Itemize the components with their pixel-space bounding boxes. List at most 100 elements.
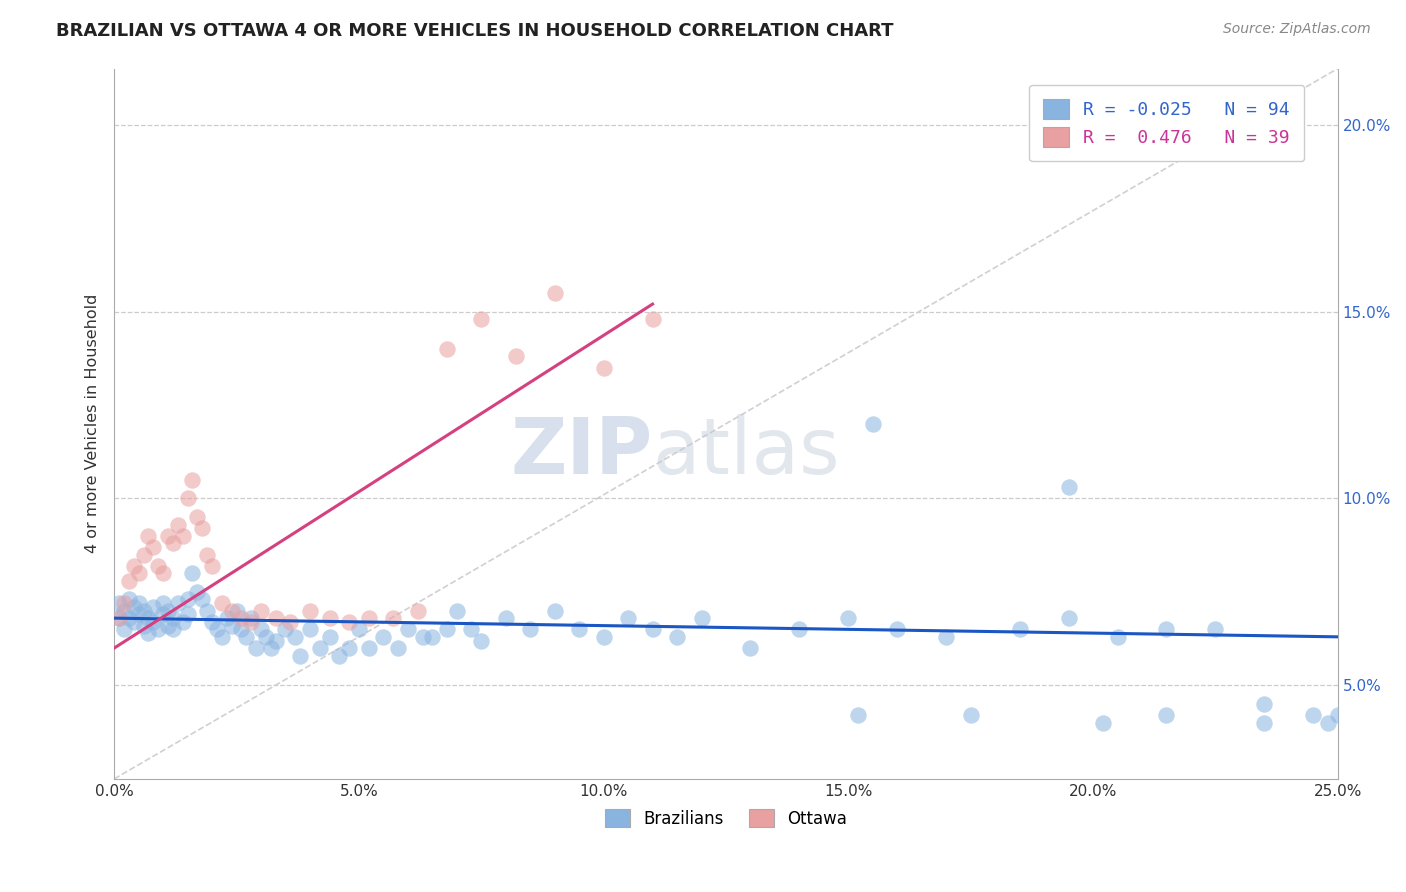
Point bbox=[382, 611, 405, 625]
Point bbox=[186, 585, 208, 599]
Point bbox=[162, 623, 184, 637]
Point bbox=[420, 630, 443, 644]
Point bbox=[592, 360, 614, 375]
Point bbox=[617, 611, 640, 625]
Point bbox=[176, 607, 198, 622]
Point bbox=[142, 599, 165, 614]
Point bbox=[250, 623, 273, 637]
Point bbox=[138, 611, 160, 625]
Point bbox=[260, 641, 283, 656]
Point bbox=[142, 540, 165, 554]
Point bbox=[122, 599, 145, 614]
Point bbox=[108, 611, 131, 625]
Point bbox=[152, 596, 174, 610]
Point bbox=[245, 641, 267, 656]
Point bbox=[132, 618, 155, 632]
Point bbox=[568, 623, 591, 637]
Point bbox=[641, 623, 664, 637]
Point bbox=[157, 529, 180, 543]
Point bbox=[470, 633, 492, 648]
Point bbox=[152, 607, 174, 622]
Point bbox=[138, 529, 160, 543]
Point bbox=[118, 574, 141, 588]
Point bbox=[460, 623, 482, 637]
Point bbox=[935, 630, 957, 644]
Point bbox=[1204, 623, 1226, 637]
Point bbox=[544, 604, 567, 618]
Point bbox=[240, 615, 263, 629]
Point bbox=[347, 623, 370, 637]
Point bbox=[132, 604, 155, 618]
Text: atlas: atlas bbox=[652, 414, 839, 490]
Text: ZIP: ZIP bbox=[510, 414, 652, 490]
Point bbox=[231, 611, 253, 625]
Point bbox=[215, 611, 238, 625]
Point bbox=[264, 611, 287, 625]
Point bbox=[112, 596, 135, 610]
Point bbox=[1156, 623, 1178, 637]
Point bbox=[205, 623, 228, 637]
Point bbox=[148, 623, 170, 637]
Point bbox=[122, 615, 145, 629]
Point bbox=[195, 604, 218, 618]
Point bbox=[201, 615, 224, 629]
Point bbox=[284, 630, 307, 644]
Point bbox=[1326, 708, 1348, 723]
Y-axis label: 4 or more Vehicles in Household: 4 or more Vehicles in Household bbox=[86, 294, 100, 553]
Point bbox=[122, 558, 145, 573]
Point bbox=[231, 623, 253, 637]
Point bbox=[495, 611, 517, 625]
Point bbox=[436, 623, 458, 637]
Point bbox=[118, 592, 141, 607]
Point bbox=[387, 641, 409, 656]
Point bbox=[108, 611, 131, 625]
Point bbox=[1253, 715, 1275, 730]
Point bbox=[235, 630, 257, 644]
Point bbox=[519, 623, 541, 637]
Point bbox=[172, 615, 194, 629]
Point bbox=[373, 630, 395, 644]
Point bbox=[1253, 697, 1275, 711]
Point bbox=[157, 618, 180, 632]
Point bbox=[446, 604, 468, 618]
Point bbox=[166, 596, 188, 610]
Point bbox=[211, 596, 233, 610]
Point bbox=[280, 615, 302, 629]
Point bbox=[318, 611, 340, 625]
Point bbox=[690, 611, 713, 625]
Point bbox=[191, 592, 214, 607]
Point bbox=[172, 529, 194, 543]
Point bbox=[118, 611, 141, 625]
Point bbox=[470, 312, 492, 326]
Text: Source: ZipAtlas.com: Source: ZipAtlas.com bbox=[1223, 22, 1371, 37]
Point bbox=[195, 548, 218, 562]
Point bbox=[308, 641, 330, 656]
Point bbox=[740, 641, 762, 656]
Point bbox=[176, 592, 198, 607]
Point bbox=[128, 566, 150, 581]
Point bbox=[298, 623, 321, 637]
Point bbox=[166, 517, 188, 532]
Point bbox=[211, 630, 233, 644]
Point bbox=[181, 566, 204, 581]
Point bbox=[544, 285, 567, 300]
Point bbox=[396, 623, 419, 637]
Point bbox=[318, 630, 340, 644]
Point bbox=[436, 342, 458, 356]
Point bbox=[837, 611, 859, 625]
Point bbox=[592, 630, 614, 644]
Point bbox=[225, 604, 247, 618]
Point bbox=[264, 633, 287, 648]
Point bbox=[274, 623, 297, 637]
Point bbox=[412, 630, 434, 644]
Point bbox=[1057, 611, 1080, 625]
Point bbox=[201, 558, 224, 573]
Point bbox=[886, 623, 908, 637]
Point bbox=[357, 641, 380, 656]
Point bbox=[108, 596, 131, 610]
Point bbox=[862, 417, 884, 431]
Point bbox=[128, 607, 150, 622]
Point bbox=[328, 648, 350, 663]
Point bbox=[176, 491, 198, 506]
Point bbox=[162, 536, 184, 550]
